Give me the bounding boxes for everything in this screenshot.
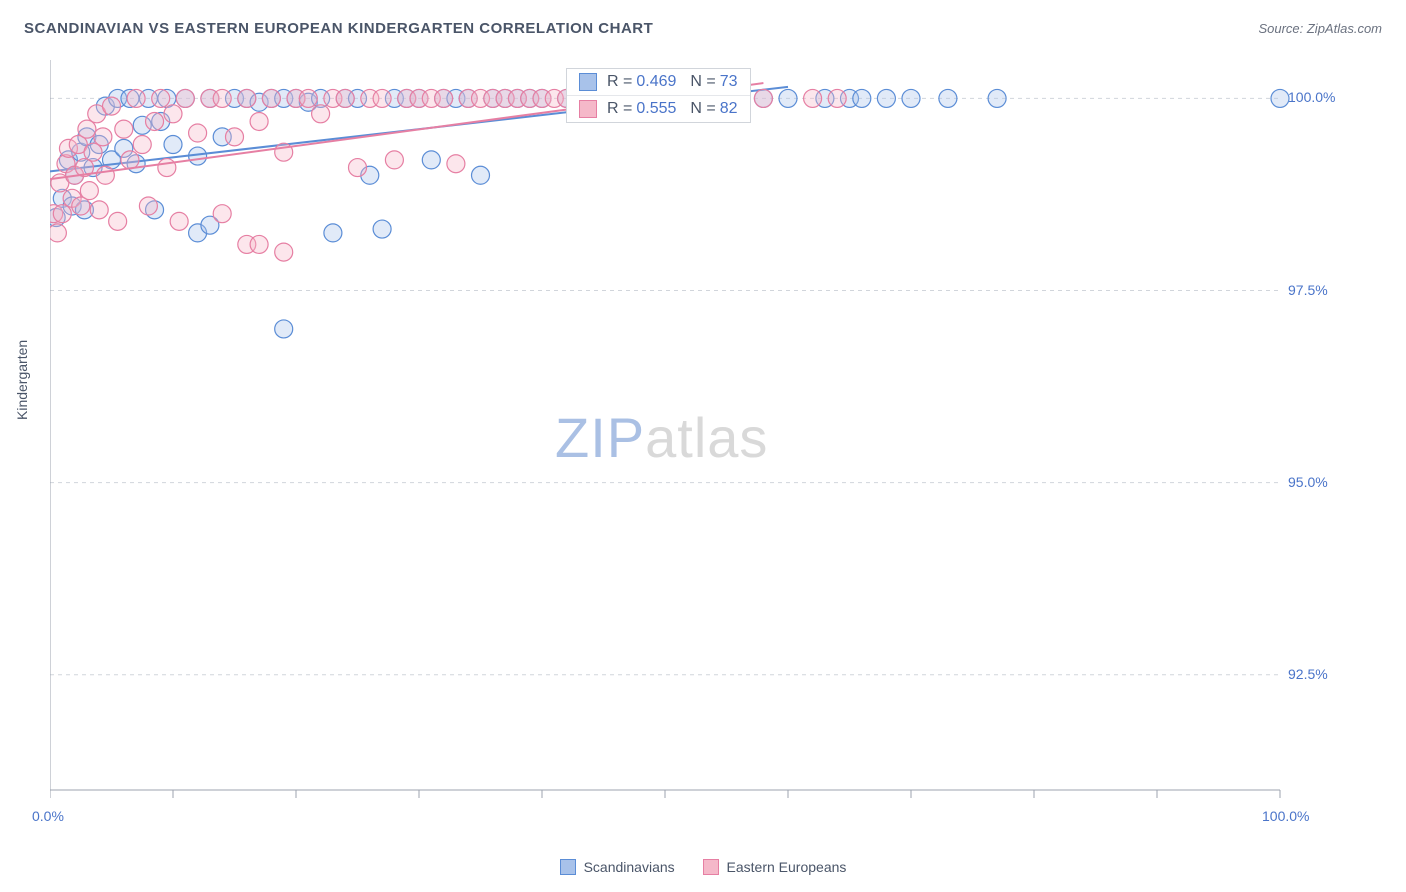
n-value-eastern: 82	[720, 100, 738, 118]
legend: Scandinavians Eastern Europeans	[0, 859, 1406, 878]
y-axis-label: Kindergarten	[14, 340, 30, 420]
stats-row-eastern: R = 0.555 N = 82	[567, 96, 750, 122]
legend-item-eastern: Eastern Europeans	[703, 859, 847, 875]
chart-title: SCANDINAVIAN VS EASTERN EUROPEAN KINDERG…	[24, 20, 653, 37]
legend-label-scandinavians: Scandinavians	[584, 859, 675, 875]
stats-row-scandinavians: R = 0.469 N = 73	[567, 69, 750, 96]
r-value-scandinavians: 0.469	[636, 73, 676, 91]
legend-label-eastern: Eastern Europeans	[727, 859, 847, 875]
y-tick-label: 92.5%	[1288, 666, 1328, 682]
n-value-scandinavians: 73	[720, 73, 738, 91]
legend-swatch-eastern	[703, 859, 719, 875]
n-label: N =	[690, 100, 715, 118]
scatter-plot	[50, 60, 1300, 810]
n-label: N =	[690, 73, 715, 91]
source-attribution: Source: ZipAtlas.com	[1258, 21, 1382, 36]
y-tick-label: 95.0%	[1288, 474, 1328, 490]
swatch-eastern	[579, 100, 597, 118]
y-tick-label: 100.0%	[1288, 89, 1335, 105]
legend-swatch-scandinavians	[560, 859, 576, 875]
x-tick-label: 0.0%	[32, 808, 64, 824]
r-label: R =	[607, 100, 632, 118]
stats-box: R = 0.469 N = 73 R = 0.555 N = 82	[566, 68, 751, 123]
swatch-scandinavians	[579, 73, 597, 91]
legend-item-scandinavians: Scandinavians	[560, 859, 675, 875]
r-value-eastern: 0.555	[636, 100, 676, 118]
header: SCANDINAVIAN VS EASTERN EUROPEAN KINDERG…	[24, 20, 1382, 37]
r-label: R =	[607, 73, 632, 91]
chart-area: ZIPatlas R = 0.469 N = 73 R = 0.555 N = …	[50, 60, 1300, 810]
y-tick-label: 97.5%	[1288, 282, 1328, 298]
x-tick-label: 100.0%	[1262, 808, 1309, 824]
